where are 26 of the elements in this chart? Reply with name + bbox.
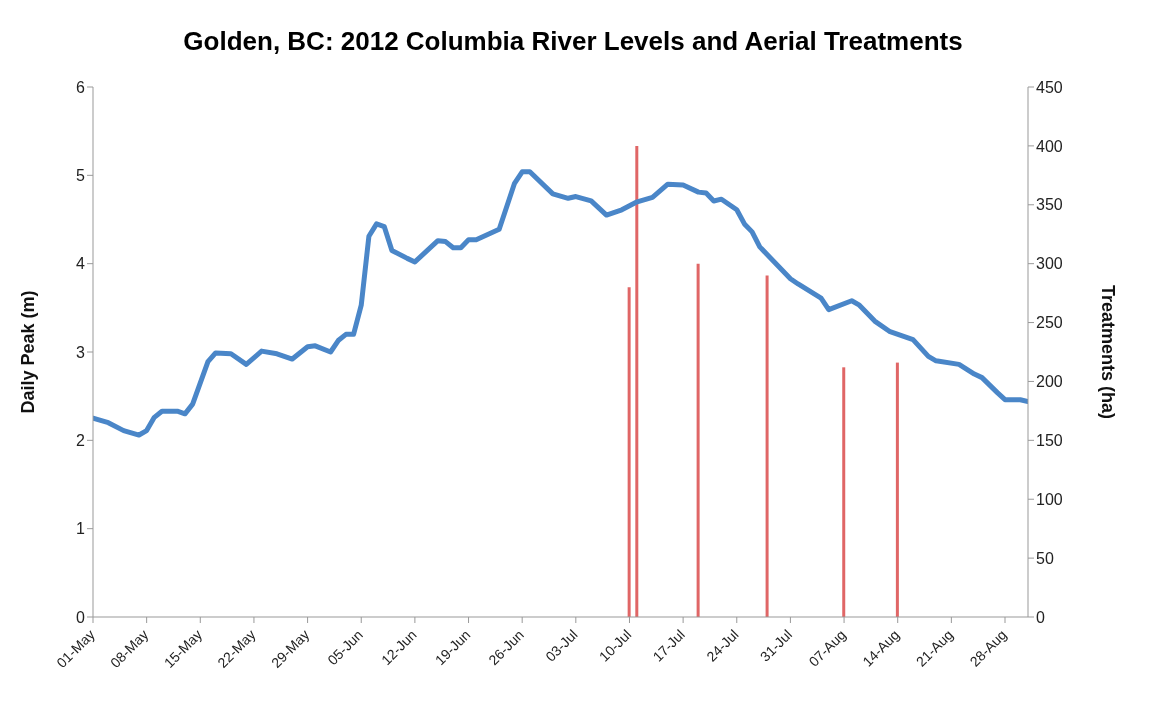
y2-tick-label: 150 (1036, 432, 1063, 450)
y2-tick-label: 300 (1036, 255, 1063, 273)
y2-tick-label: 400 (1036, 137, 1063, 155)
y2-axis-title: Treatments (ha) (1097, 284, 1118, 420)
y-tick-label: 1 (76, 520, 86, 538)
y2-tick-label: 200 (1036, 373, 1063, 391)
y-tick-label: 6 (76, 78, 86, 96)
y2-tick-label: 250 (1036, 314, 1063, 332)
bar (842, 367, 846, 617)
bar (627, 287, 631, 617)
y2-tick-label: 350 (1036, 196, 1063, 214)
y-tick-label: 3 (76, 343, 86, 361)
bar (696, 263, 700, 617)
y-tick-label: 4 (76, 255, 86, 273)
y-axis-title: Daily Peak (m) (18, 290, 39, 414)
bar (635, 145, 639, 617)
bar (765, 275, 769, 617)
y-tick-label: 5 (76, 167, 86, 185)
y2-tick-label: 0 (1036, 608, 1045, 626)
y-tick-label: 0 (76, 608, 86, 626)
bar (895, 362, 899, 617)
y-tick-label: 2 (76, 432, 86, 450)
y2-tick-label: 450 (1036, 78, 1063, 96)
y2-tick-label: 100 (1036, 490, 1063, 508)
y2-tick-label: 50 (1036, 549, 1054, 567)
chart-title: Golden, BC: 2012 Columbia River Levels and Aerial Treatments (182, 25, 964, 58)
